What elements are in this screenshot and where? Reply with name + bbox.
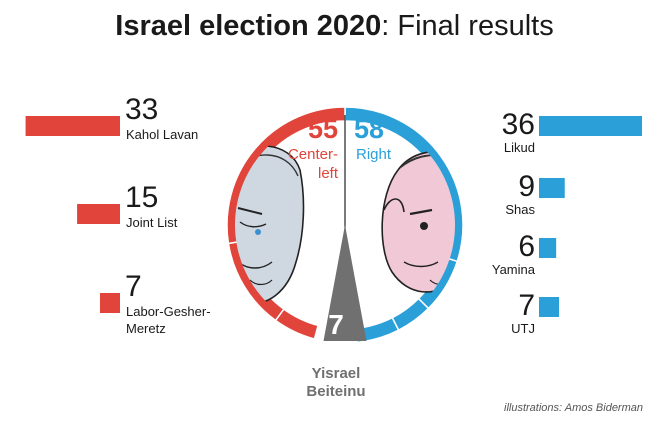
bar-joint-list (77, 204, 120, 224)
center-party-name-line1: Yisrael (312, 365, 361, 382)
label-labor-gesher-meretz: Labor-Gesher- (126, 304, 211, 319)
title-bold: Israel election 2020 (115, 10, 382, 42)
center-party-name-line2: Beiteinu (306, 383, 365, 400)
left-bloc-seats: 55 (308, 114, 338, 144)
bar-likud (539, 116, 642, 136)
bar-shas (539, 178, 565, 198)
label-yamina: Yamina (492, 262, 536, 277)
label-joint-list: Joint List (126, 215, 178, 230)
label-shas: Shas (505, 202, 535, 217)
left-bloc-label-line1: Center- (288, 146, 338, 163)
seats-likud: 36 (502, 108, 535, 141)
illustration-credit: illustrations: Amos Biderman (504, 402, 643, 414)
title-rest: : Final results (381, 10, 554, 42)
bar-kahol-lavan (25, 116, 120, 136)
ring-segment-labor-gesher-meretz (274, 308, 320, 340)
bar-utj (539, 297, 560, 317)
left-leader-illustration (235, 145, 305, 304)
bar-yamina (539, 238, 557, 258)
seats-yamina: 6 (518, 230, 535, 263)
label-likud: Likud (504, 140, 535, 155)
right-bloc-seats: 58 (354, 114, 384, 144)
center-party-wedge (323, 225, 367, 342)
label-utj: UTJ (511, 321, 535, 336)
seats-kahol-lavan: 33 (125, 93, 158, 126)
seats-labor-gesher-meretz: 7 (125, 270, 142, 303)
seats-shas: 9 (518, 170, 535, 203)
label2-labor-gesher-meretz: Meretz (126, 321, 166, 336)
center-party-seats: 7 (328, 309, 344, 340)
chart-title: Israel election 2020: Final results (0, 10, 669, 43)
seats-utj: 7 (518, 289, 535, 322)
label-kahol-lavan: Kahol Lavan (126, 127, 198, 142)
ring-segment-yamina (391, 297, 430, 332)
bar-labor-gesher-meretz (99, 293, 120, 313)
seats-joint-list: 15 (125, 181, 158, 214)
left-bloc-label-line2: left (318, 165, 339, 182)
right-bloc-label: Right (356, 146, 392, 163)
